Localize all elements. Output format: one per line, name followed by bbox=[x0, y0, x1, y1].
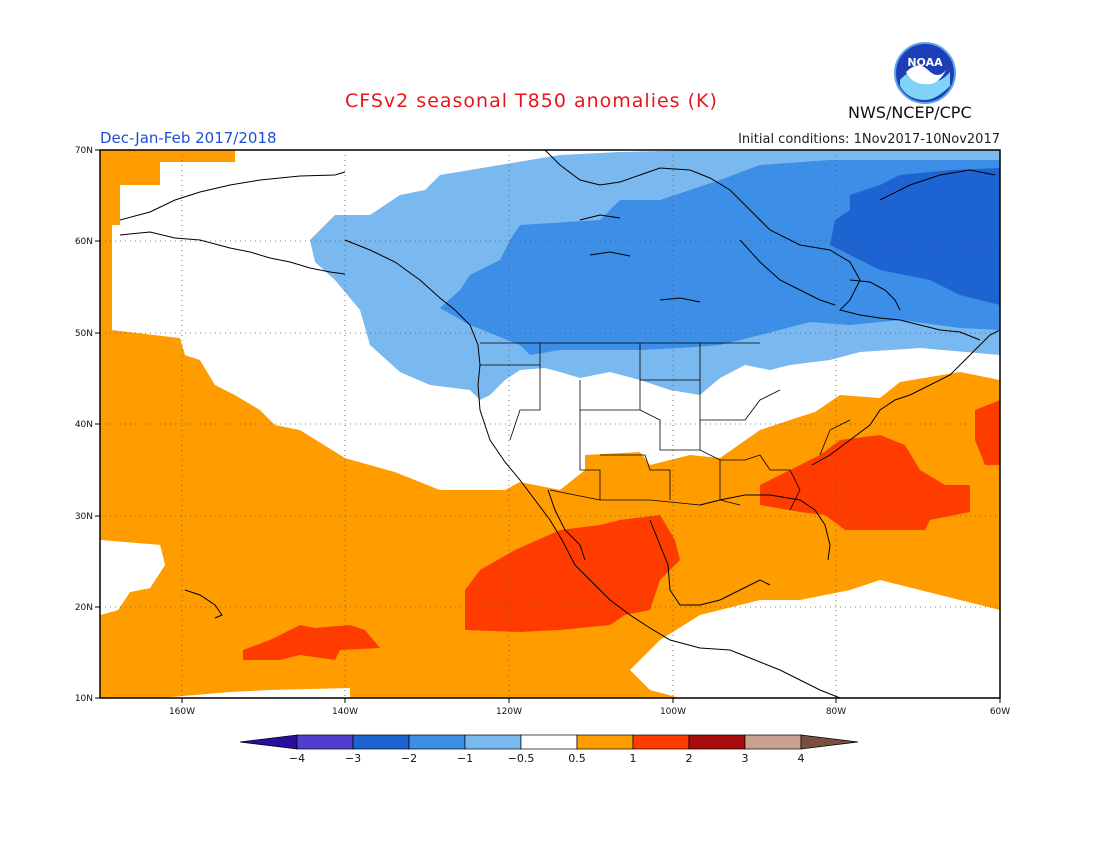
colorbar-swatch bbox=[520, 734, 578, 750]
lon-tick-label: 80W bbox=[826, 707, 846, 717]
lon-tick-label: 160W bbox=[169, 707, 195, 717]
colorbar-label: 3 bbox=[742, 752, 749, 765]
anomaly-neutral-west bbox=[100, 540, 165, 615]
anomaly-warm-2-southeast bbox=[760, 435, 970, 530]
anomaly-warm-2-atlantic bbox=[975, 400, 1000, 465]
colorbar-label: 1 bbox=[630, 752, 637, 765]
lon-tick-label: 140W bbox=[332, 707, 358, 717]
colorbar-label: −2 bbox=[401, 752, 417, 765]
season-label: Dec-Jan-Feb 2017/2018 bbox=[100, 129, 277, 147]
lat-tick-label: 70N bbox=[75, 146, 93, 156]
colorbar-swatch bbox=[800, 734, 859, 750]
colorbar-label: 0.5 bbox=[568, 752, 586, 765]
colorbar-swatch bbox=[408, 734, 466, 750]
anomaly-warm-2-pacific bbox=[243, 625, 380, 660]
lat-tick-label: 40N bbox=[75, 420, 93, 430]
colorbar-label: 4 bbox=[798, 752, 805, 765]
political-borders bbox=[480, 342, 851, 511]
logo: NOAA bbox=[894, 42, 956, 104]
lon-tick-label: 100W bbox=[660, 707, 686, 717]
colorbar-swatch bbox=[239, 734, 298, 750]
colorbar-label: −4 bbox=[289, 752, 305, 765]
anomaly-neutral-south bbox=[630, 580, 1000, 698]
lat-tick-label: 20N bbox=[75, 603, 93, 613]
logo-text: NOAA bbox=[907, 56, 943, 69]
colorbar-swatch bbox=[352, 734, 410, 750]
axis-ticks bbox=[95, 149, 1001, 703]
colorbar-label: −3 bbox=[345, 752, 361, 765]
lat-tick-label: 30N bbox=[75, 512, 93, 522]
lat-tick-label: 60N bbox=[75, 237, 93, 247]
graticule bbox=[100, 150, 1000, 698]
colorbar-swatch bbox=[464, 734, 522, 750]
lon-tick-label: 60W bbox=[990, 707, 1010, 717]
colorbar-swatch bbox=[744, 734, 802, 750]
agency-label: NWS/NCEP/CPC bbox=[848, 103, 972, 122]
anomaly-neutral-pacific bbox=[112, 225, 505, 490]
anomaly-warm-1 bbox=[100, 150, 1000, 698]
map-title: CFSv2 seasonal T850 anomalies (K) bbox=[345, 90, 718, 112]
colorbar-swatch bbox=[296, 734, 354, 750]
colorbar-swatch bbox=[576, 734, 634, 750]
colorbar-swatch bbox=[632, 734, 690, 750]
lon-tick-label: 120W bbox=[496, 707, 522, 717]
colorbar-swatch bbox=[688, 734, 746, 750]
colorbar-label: −1 bbox=[457, 752, 473, 765]
lat-tick-label: 50N bbox=[75, 329, 93, 339]
initial-conditions-label: Initial conditions: 1Nov2017-10Nov2017 bbox=[738, 132, 1000, 147]
lat-tick-label: 10N bbox=[75, 694, 93, 704]
coastlines bbox=[119, 150, 1000, 698]
anomaly-cool-3 bbox=[830, 168, 1000, 305]
anomaly-warm-2-mexico bbox=[465, 515, 680, 632]
colorbar-label: 2 bbox=[686, 752, 693, 765]
colorbar-label: −0.5 bbox=[508, 752, 535, 765]
